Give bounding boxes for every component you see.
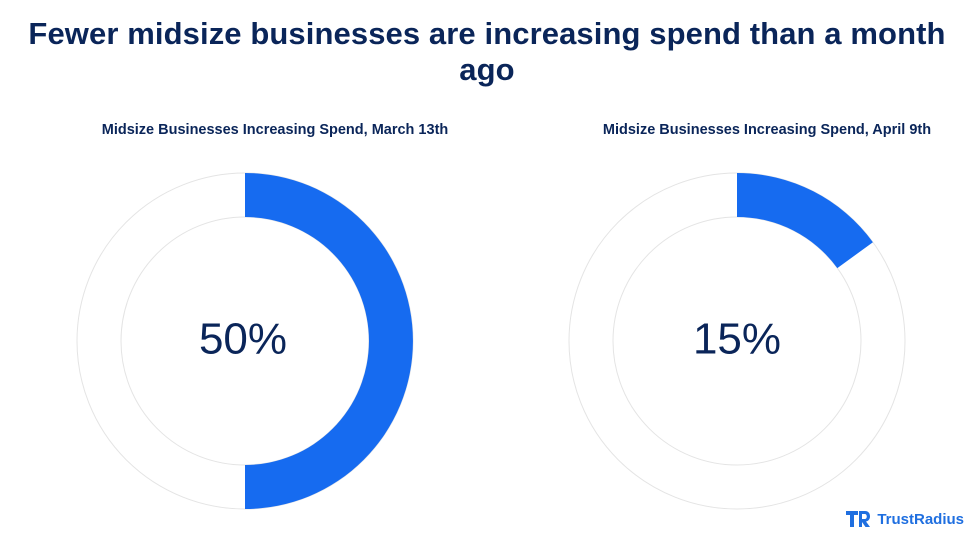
donut-value-label: 50% [199,315,287,364]
chart-title-april: Midsize Businesses Increasing Spend, Apr… [602,122,932,138]
page-title: Fewer midsize businesses are increasing … [28,16,946,87]
donut-value-label: 15% [693,315,781,364]
brand-name: TrustRadius [877,510,964,528]
donut-slice-value [245,173,413,509]
brand-logo: TrustRadius [845,509,964,529]
donut-chart-march: 50% [76,172,414,510]
chart-title-march: Midsize Businesses Increasing Spend, Mar… [101,122,449,138]
donut-chart-april: 15% [568,172,906,510]
trustradius-logo-icon [846,511,871,527]
donut-slice-value [737,173,873,269]
